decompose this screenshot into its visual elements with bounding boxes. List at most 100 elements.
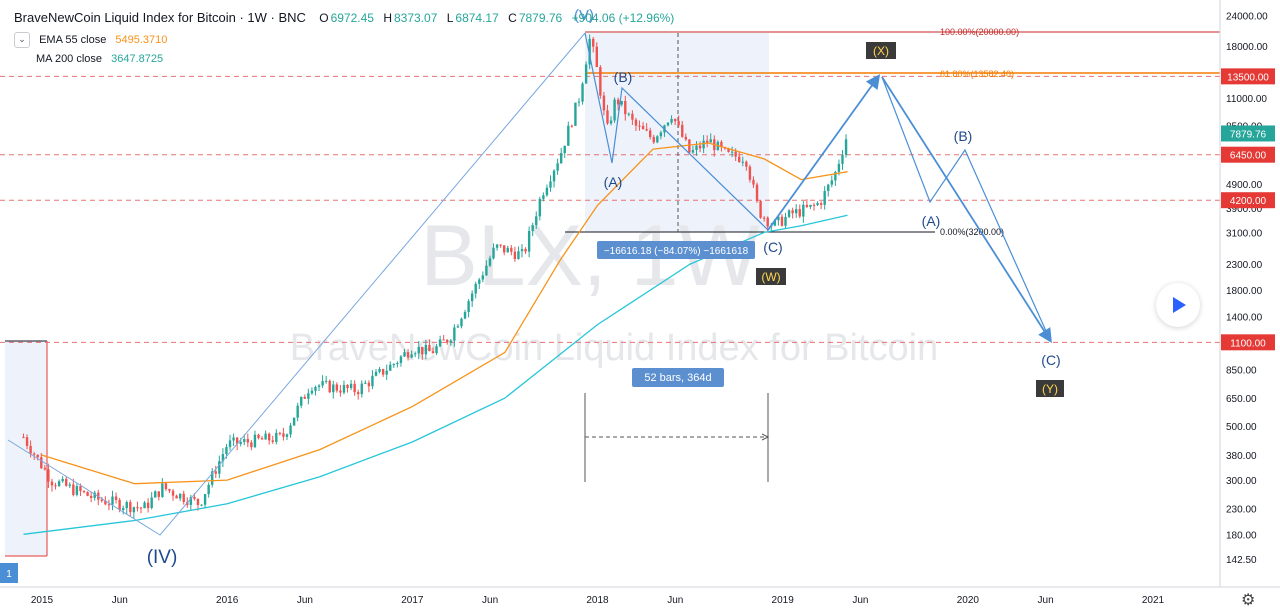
wave-W-box: [756, 268, 786, 285]
candle-body: [307, 393, 310, 399]
candle-body: [727, 148, 730, 152]
candle-body: [413, 353, 417, 355]
candle-body: [837, 163, 841, 172]
indicator-ema55[interactable]: ⌄ EMA 55 close 5495.3710: [14, 32, 167, 48]
candle-body: [488, 258, 492, 266]
ema55-line[interactable]: [41, 142, 848, 485]
candle-body: [631, 113, 634, 120]
time-tick-label: 2015: [31, 595, 54, 606]
candle-body: [802, 204, 805, 217]
chevron-down-icon[interactable]: ⌄: [14, 32, 30, 48]
candle-body: [132, 507, 136, 513]
candle-body: [449, 340, 452, 343]
candle-body: [784, 216, 787, 226]
candle-body: [246, 439, 250, 443]
candle-body: [624, 100, 627, 115]
price-axis[interactable]: 24000.0018000.0013500.0011000.008500.006…: [1226, 11, 1268, 566]
price-tick-label: 380.00: [1226, 451, 1257, 462]
ma200-value: 3647.8725: [111, 53, 164, 65]
candle-body: [389, 364, 392, 371]
price-badge-label: 6450.00: [1230, 151, 1267, 162]
candle-body: [834, 171, 837, 181]
left-range-highlight: [5, 341, 47, 556]
price-tick-label: 2300.00: [1226, 260, 1263, 271]
candle-body: [22, 437, 25, 439]
candle-body: [232, 437, 235, 441]
candle-body: [285, 434, 289, 437]
open-label: O: [319, 11, 329, 25]
candle-body: [794, 209, 798, 214]
candlestick-series[interactable]: [22, 34, 848, 519]
candle-body: [563, 145, 566, 154]
candle-body: [809, 204, 812, 207]
candle-body: [720, 141, 723, 148]
candle-body: [143, 502, 146, 509]
candle-body: [114, 496, 118, 500]
ma200-line[interactable]: [23, 214, 848, 535]
time-tick-label: Jun: [667, 595, 683, 606]
candle-body: [171, 490, 175, 496]
candle-body: [200, 504, 203, 506]
wave-abc-1[interactable]: [584, 32, 769, 231]
candle-body: [620, 100, 623, 105]
candle-body: [613, 99, 616, 121]
candle-body: [570, 125, 574, 127]
candle-body: [627, 113, 631, 115]
time-tick-label: Jun: [1038, 595, 1054, 606]
wave-Y-box: [1036, 380, 1064, 397]
candle-body: [50, 481, 54, 486]
candle-body: [146, 502, 150, 508]
open-value: 6972.45: [330, 11, 374, 25]
wave-to-C-arrow[interactable]: [881, 76, 1052, 344]
candle-body: [645, 129, 648, 131]
candle-body: [403, 352, 406, 357]
candle-body: [542, 195, 545, 199]
close-label: C: [508, 11, 517, 25]
price-badge-label: 4200.00: [1230, 196, 1267, 207]
candle-body: [559, 153, 563, 164]
candle-body: [830, 180, 834, 185]
candle-body: [431, 351, 435, 354]
candle-body: [211, 471, 214, 485]
corner-tag: 1: [6, 569, 12, 580]
candle-body: [47, 469, 50, 482]
candle-body: [121, 508, 125, 510]
price-tick-label: 142.50: [1226, 555, 1257, 566]
wave-abc-2[interactable]: [881, 76, 1051, 341]
candle-body: [349, 383, 353, 389]
time-tick-label: 2018: [586, 595, 609, 606]
candle-body: [129, 502, 132, 513]
candle-body: [691, 150, 695, 153]
replay-button[interactable]: [1156, 283, 1200, 327]
candle-body: [766, 217, 769, 227]
price-tick-label: 4900.00: [1226, 180, 1263, 191]
price-badge-label: 7879.76: [1230, 129, 1267, 140]
time-axis[interactable]: 2015 Jun 2016 Jun 2017 Jun 2018 Jun 2019 Jun 2020 J…: [31, 595, 1165, 606]
candle-body: [791, 210, 794, 214]
indicator-ma200[interactable]: MA 200 close 3647.8725: [36, 53, 163, 65]
wave-label-X: (X): [873, 44, 889, 58]
candle-body: [780, 216, 784, 226]
ma200-name: MA 200 close: [36, 53, 103, 65]
gear-icon[interactable]: ⚙: [1241, 592, 1256, 609]
candle-body: [314, 386, 317, 391]
candle-body: [549, 181, 552, 188]
wave-to-X-arrow[interactable]: [767, 74, 881, 231]
wave-IV-V-line[interactable]: [7, 32, 586, 536]
wave-label-IV: (IV): [147, 547, 178, 568]
candle-body: [474, 283, 477, 294]
candle-body: [634, 119, 638, 126]
candle-body: [467, 301, 470, 313]
candle-body: [203, 494, 207, 505]
time-range-text: 52 bars, 364d: [644, 372, 711, 384]
candle-body: [36, 454, 39, 458]
symbol-title[interactable]: BraveNewCoin Liquid Index for Bitcoin · …: [14, 10, 306, 25]
candle-body: [300, 396, 303, 406]
candle-body: [641, 125, 645, 130]
candle-body: [385, 370, 388, 375]
candle-body: [32, 453, 36, 455]
price-tick-label: 24000.00: [1226, 11, 1268, 22]
candle-body: [741, 161, 744, 163]
candle-body: [510, 247, 513, 252]
